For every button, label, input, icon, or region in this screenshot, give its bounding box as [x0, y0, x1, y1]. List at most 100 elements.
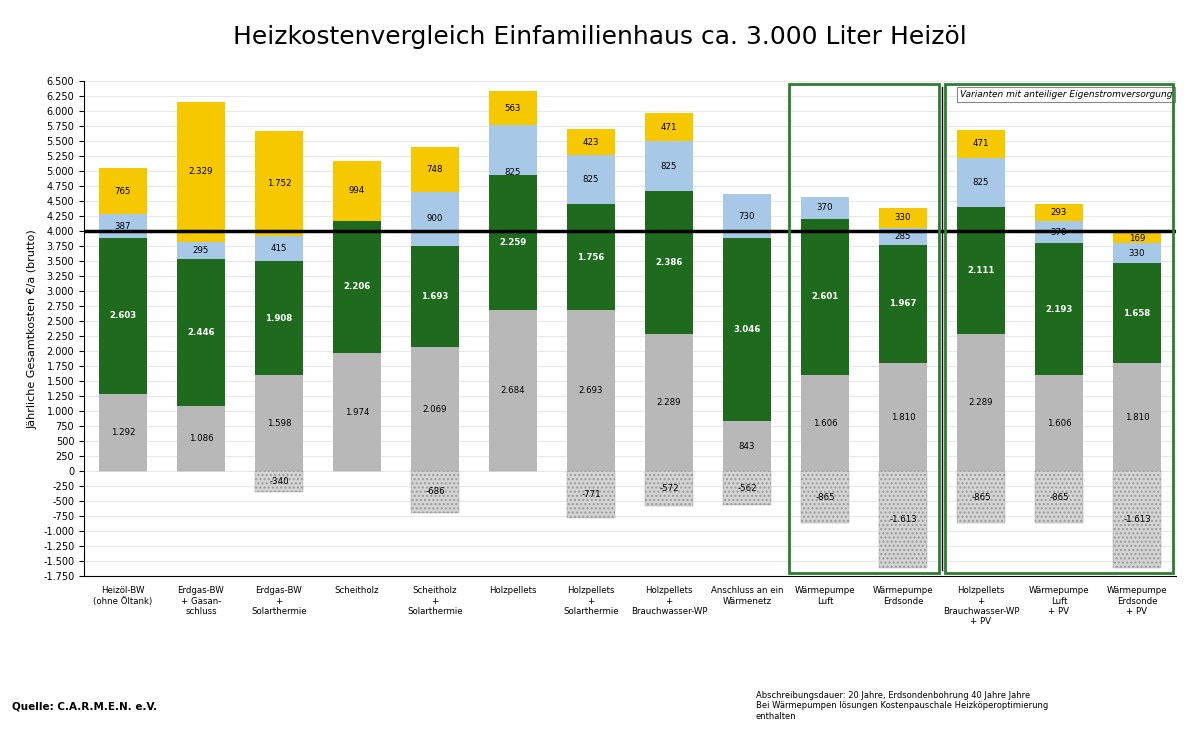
Bar — [566, 129, 616, 155]
Text: Varianten mit anteiliger Eigenstromversorgung: Varianten mit anteiliger Eigenstromverso… — [960, 90, 1172, 99]
Bar — [1034, 471, 1084, 523]
Text: 415: 415 — [271, 244, 287, 253]
Text: -865: -865 — [815, 493, 835, 502]
Bar — [946, 84, 1172, 573]
Bar — [176, 406, 226, 471]
Bar — [566, 310, 616, 471]
Bar — [254, 261, 304, 375]
Bar — [176, 102, 226, 242]
Bar — [566, 471, 616, 517]
Bar — [644, 471, 694, 505]
Text: -572: -572 — [659, 484, 679, 493]
Text: 994: 994 — [349, 186, 365, 195]
Bar — [644, 334, 694, 471]
Bar — [1034, 375, 1084, 471]
Text: -562: -562 — [737, 484, 757, 493]
Text: Quelle: C.A.R.M.E.N. e.V.: Quelle: C.A.R.M.E.N. e.V. — [12, 701, 157, 712]
Text: 1.810: 1.810 — [890, 412, 916, 421]
Text: 2.446: 2.446 — [187, 328, 215, 337]
Text: 2.259: 2.259 — [499, 238, 527, 247]
Text: 423: 423 — [583, 137, 599, 146]
Text: 471: 471 — [973, 139, 989, 149]
Text: 2.289: 2.289 — [656, 398, 682, 407]
Text: 1.598: 1.598 — [266, 419, 292, 428]
Text: 825: 825 — [583, 175, 599, 184]
Text: 2.193: 2.193 — [1045, 304, 1073, 313]
Text: 1.967: 1.967 — [889, 299, 917, 308]
Text: 1.693: 1.693 — [421, 292, 449, 301]
Text: 1.752: 1.752 — [266, 179, 292, 188]
Bar — [488, 92, 538, 125]
Text: 2.603: 2.603 — [109, 311, 137, 320]
Text: -1.613: -1.613 — [889, 515, 917, 524]
Bar — [332, 220, 382, 353]
Bar — [722, 471, 772, 505]
Text: 2.289: 2.289 — [968, 398, 994, 407]
Text: 295: 295 — [193, 246, 209, 255]
Text: 2.111: 2.111 — [967, 266, 995, 275]
Text: Heizkostenvergleich Einfamilienhaus ca. 3.000 Liter Heizöl: Heizkostenvergleich Einfamilienhaus ca. … — [233, 25, 967, 49]
Text: 1.974: 1.974 — [344, 408, 370, 417]
Bar — [878, 208, 928, 228]
Bar — [956, 158, 1006, 208]
Text: 825: 825 — [505, 168, 521, 177]
Text: -340: -340 — [269, 477, 289, 486]
Text: 1.756: 1.756 — [577, 253, 605, 262]
Bar — [566, 205, 616, 310]
Bar — [488, 125, 538, 174]
Text: 370: 370 — [817, 203, 833, 212]
Bar — [878, 363, 928, 471]
Text: 293: 293 — [1051, 208, 1067, 217]
Bar — [878, 245, 928, 363]
Bar — [98, 214, 148, 238]
Text: 471: 471 — [661, 123, 677, 132]
Bar — [878, 228, 928, 245]
Text: 765: 765 — [115, 187, 131, 196]
Text: 825: 825 — [973, 178, 989, 187]
Text: 3.046: 3.046 — [733, 325, 761, 334]
Bar — [800, 197, 850, 219]
Bar — [1034, 204, 1084, 221]
Text: 370: 370 — [1051, 228, 1067, 236]
Text: 1.606: 1.606 — [812, 419, 838, 428]
Bar — [1112, 363, 1162, 471]
Text: -865: -865 — [971, 493, 991, 502]
Text: 1.292: 1.292 — [110, 428, 136, 437]
Bar — [410, 471, 460, 513]
Bar — [254, 375, 304, 471]
Text: Abschreibungsdauer: 20 Jahre, Erdsondenbohrung 40 Jahre Jahre
Bei Wärmepumpen lö: Abschreibungsdauer: 20 Jahre, Erdsondenb… — [756, 691, 1049, 721]
Text: 387: 387 — [115, 222, 131, 231]
Text: 730: 730 — [739, 211, 755, 220]
Bar — [1112, 263, 1162, 363]
Text: 1.810: 1.810 — [1124, 412, 1150, 421]
Bar — [254, 131, 304, 236]
Text: 2.386: 2.386 — [655, 258, 683, 267]
Bar — [800, 375, 850, 471]
Bar — [332, 353, 382, 471]
Bar — [644, 141, 694, 191]
Bar — [800, 219, 850, 375]
Bar — [800, 471, 850, 523]
Bar — [410, 191, 460, 245]
Bar — [410, 147, 460, 191]
Text: 2.693: 2.693 — [578, 386, 604, 395]
Text: 169: 169 — [1129, 234, 1145, 243]
Bar — [254, 236, 304, 261]
Text: 285: 285 — [895, 231, 911, 241]
Text: 2.329: 2.329 — [188, 167, 214, 177]
Bar — [332, 161, 382, 220]
Bar — [956, 208, 1006, 334]
Bar — [488, 174, 538, 310]
Bar — [410, 245, 460, 347]
Text: 1.086: 1.086 — [188, 435, 214, 443]
Text: 900: 900 — [427, 214, 443, 223]
Bar — [98, 168, 148, 214]
Text: 748: 748 — [427, 165, 443, 174]
Bar — [98, 238, 148, 394]
Bar — [1112, 234, 1162, 243]
Text: 825: 825 — [661, 162, 677, 171]
Text: 1.658: 1.658 — [1123, 308, 1151, 318]
Bar — [566, 155, 616, 205]
Text: -865: -865 — [1049, 493, 1069, 502]
Bar — [176, 242, 226, 259]
